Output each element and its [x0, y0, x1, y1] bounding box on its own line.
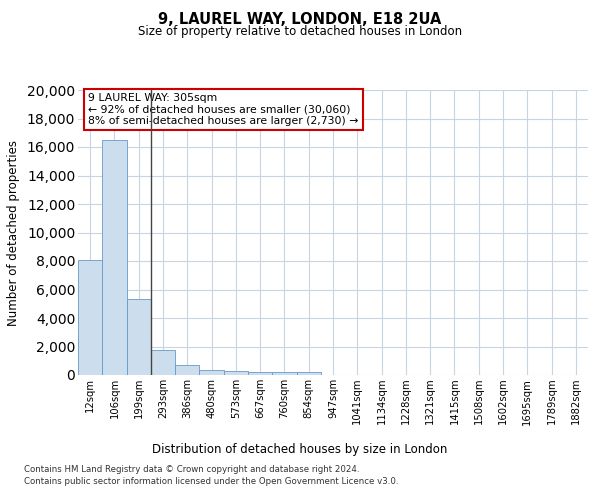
Text: Contains public sector information licensed under the Open Government Licence v3: Contains public sector information licen…	[24, 478, 398, 486]
Bar	[102, 140, 127, 375]
Text: Contains HM Land Registry data © Crown copyright and database right 2024.: Contains HM Land Registry data © Crown c…	[24, 465, 359, 474]
Bar	[127, 300, 151, 375]
Text: 9 LAUREL WAY: 305sqm
← 92% of detached houses are smaller (30,060)
8% of semi-de: 9 LAUREL WAY: 305sqm ← 92% of detached h…	[88, 93, 359, 126]
Bar	[175, 365, 199, 375]
Text: Distribution of detached houses by size in London: Distribution of detached houses by size …	[152, 442, 448, 456]
Bar	[78, 260, 102, 375]
Y-axis label: Number of detached properties: Number of detached properties	[7, 140, 20, 326]
Bar	[272, 372, 296, 375]
Bar	[248, 372, 272, 375]
Bar	[224, 371, 248, 375]
Text: Size of property relative to detached houses in London: Size of property relative to detached ho…	[138, 25, 462, 38]
Bar	[199, 370, 224, 375]
Text: 9, LAUREL WAY, LONDON, E18 2UA: 9, LAUREL WAY, LONDON, E18 2UA	[158, 12, 442, 28]
Bar	[296, 372, 321, 375]
Bar	[151, 350, 175, 375]
